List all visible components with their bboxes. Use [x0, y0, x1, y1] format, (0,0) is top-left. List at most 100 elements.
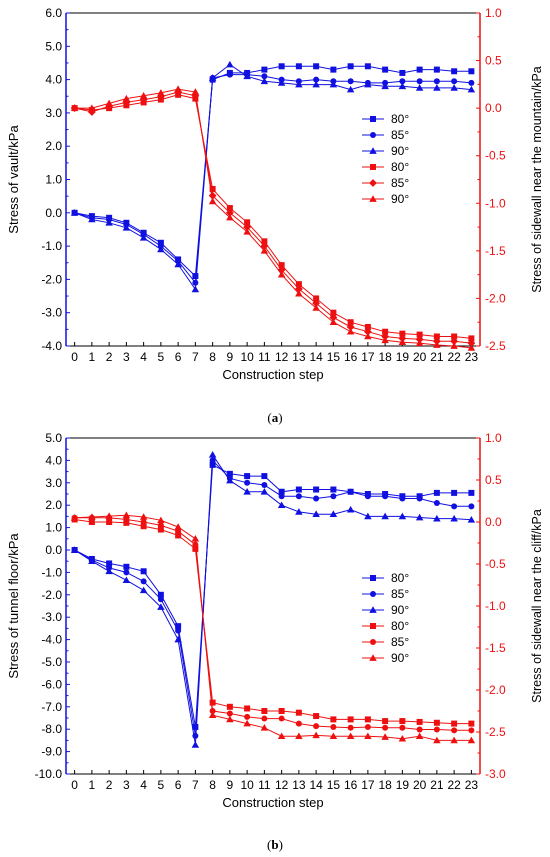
data-point	[277, 732, 286, 740]
data-point	[278, 708, 285, 714]
left-y-tick-label: -2.0	[41, 588, 62, 602]
data-point	[123, 563, 130, 570]
data-point	[467, 344, 476, 351]
data-point	[433, 726, 440, 733]
data-point	[364, 512, 372, 520]
data-point	[346, 327, 355, 335]
data-point	[432, 337, 441, 346]
data-point	[450, 342, 458, 349]
data-point	[157, 516, 165, 524]
data-point	[451, 489, 458, 496]
data-point	[347, 319, 354, 326]
data-point	[415, 513, 424, 521]
data-point	[226, 715, 234, 723]
data-point	[313, 495, 320, 502]
left-y-tick-label: 1.0	[45, 521, 62, 535]
data-point	[347, 63, 354, 70]
x-tick-label: 5	[158, 350, 165, 364]
left-y-tick-label: -7.0	[41, 700, 62, 714]
data-point	[346, 732, 355, 740]
left-y-tick-label: -5.0	[41, 655, 62, 669]
x-tick-label: 11	[258, 350, 271, 364]
data-point	[174, 635, 182, 643]
series-left-2	[70, 451, 476, 748]
series-line	[74, 453, 472, 745]
right-y-tick-label: -0.5	[485, 149, 506, 163]
x-tick-label: 14	[309, 350, 323, 364]
x-tick-label: 16	[344, 778, 358, 792]
data-point	[364, 732, 372, 740]
data-point	[330, 716, 337, 723]
series-left-0	[71, 63, 475, 280]
x-tick-label: 4	[140, 778, 147, 792]
data-point	[451, 68, 458, 75]
data-point	[450, 84, 458, 91]
x-axis-title: Construction step	[222, 795, 323, 810]
data-point	[382, 718, 389, 725]
data-point	[88, 519, 95, 525]
data-point	[399, 718, 406, 725]
data-point	[244, 473, 251, 480]
data-point	[416, 66, 423, 73]
data-point	[278, 63, 285, 70]
data-point	[451, 333, 458, 340]
legend-label: 80°	[391, 160, 409, 174]
data-point	[468, 727, 475, 734]
data-point	[140, 519, 147, 525]
right-y-tick-label: 0.5	[485, 473, 502, 487]
data-point	[260, 242, 269, 250]
data-point	[312, 80, 320, 88]
data-point	[295, 486, 302, 493]
left-y-tick-label: -1.0	[41, 239, 62, 253]
data-point	[139, 513, 148, 520]
x-tick-label: 7	[192, 350, 199, 364]
data-point	[260, 724, 269, 731]
x-tick-label: 19	[396, 350, 410, 364]
legend-label: 90°	[391, 144, 409, 158]
data-point	[122, 511, 131, 519]
data-point	[140, 523, 147, 530]
series-line	[74, 464, 472, 728]
data-point	[191, 741, 200, 748]
data-point	[364, 723, 371, 730]
data-point	[468, 335, 475, 342]
right-y-tick-label: -2.0	[485, 683, 506, 697]
data-point	[157, 89, 165, 96]
right-y-tick-label: -2.5	[485, 339, 506, 353]
data-point	[157, 522, 164, 529]
data-point	[191, 535, 200, 542]
data-point	[175, 532, 182, 539]
legend-marker	[369, 606, 377, 613]
data-point	[450, 736, 458, 744]
legend-marker	[370, 116, 376, 122]
x-tick-label: 15	[327, 778, 341, 792]
left-y-tick-label: -9.0	[41, 745, 62, 759]
data-point	[399, 724, 406, 731]
left-y-tick-label: 2.0	[45, 139, 62, 153]
data-point	[105, 567, 113, 575]
data-point	[192, 541, 199, 548]
data-point	[416, 718, 423, 725]
data-point	[399, 495, 406, 502]
legend-marker	[370, 591, 376, 597]
data-point	[364, 80, 372, 88]
chart-panel-b: 0 1 2 3 4 5 6 7 8 9 10 11 12 13 14 15 16 17 18 19 20 21 22 23Co…	[6, 431, 544, 810]
data-point	[330, 723, 337, 730]
data-point	[122, 94, 131, 102]
legend-marker	[370, 132, 376, 138]
right-y-tick-label: -2.5	[485, 725, 506, 739]
data-point	[450, 514, 458, 522]
left-y-tick-label: 5.0	[45, 431, 62, 445]
data-point	[140, 578, 147, 585]
data-point	[226, 213, 234, 221]
data-point	[88, 557, 96, 565]
data-point	[364, 63, 371, 70]
right-y-tick-label: 0.5	[485, 54, 502, 68]
data-point	[382, 66, 389, 73]
data-point	[468, 68, 475, 75]
legend: 80° 85° 90° 80° 85° 90°	[362, 112, 409, 206]
left-y-tick-label: 3.0	[45, 106, 62, 120]
series-line	[74, 519, 472, 725]
data-point	[295, 493, 302, 500]
data-point	[70, 546, 79, 553]
